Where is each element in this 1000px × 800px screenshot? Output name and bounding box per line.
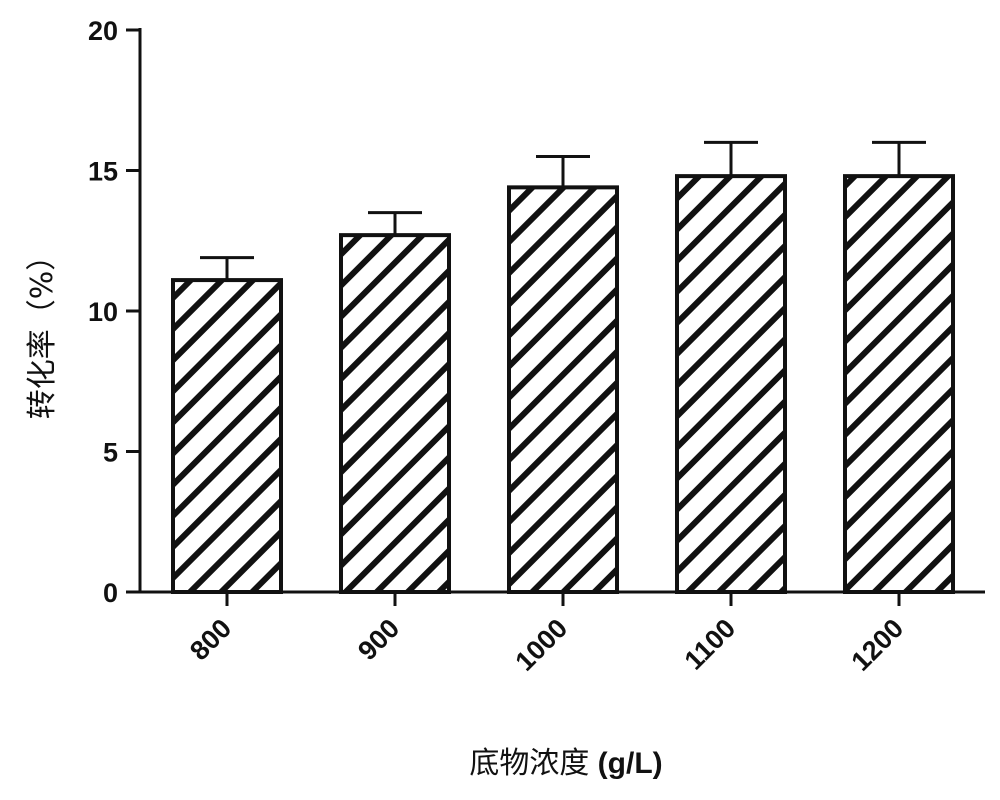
y-axis-label: 转化率（%） (25, 241, 60, 420)
error-bar-1000 (536, 156, 590, 187)
y-tick-label: 0 (103, 578, 118, 608)
bar-900 (341, 235, 449, 592)
bar-1100 (677, 176, 785, 592)
x-axis-label-main: 底物浓度 (469, 746, 589, 781)
x-axis-label: 底物浓度 (g/L) (469, 746, 662, 781)
bars (173, 176, 953, 592)
x-axis-ticks: 800 900 1000 1100 1200 (184, 592, 909, 677)
error-bar-800 (200, 258, 254, 280)
x-tick-label: 1000 (510, 613, 574, 677)
y-tick-label: 10 (88, 297, 118, 327)
error-bar-900 (368, 213, 422, 235)
bar-800 (173, 280, 281, 592)
x-tick-label: 1100 (679, 613, 742, 676)
y-tick-label: 15 (88, 157, 118, 187)
x-tick-label: 1200 (846, 613, 910, 677)
y-tick-label: 5 (103, 438, 118, 468)
y-axis-ticks: 0 5 10 15 20 (88, 16, 140, 608)
y-tick-label: 20 (88, 16, 118, 46)
bar-1000 (509, 187, 617, 592)
x-axis-label-unit: (g/L) (589, 747, 662, 780)
error-bar-1100 (704, 142, 758, 176)
bar-1200 (845, 176, 953, 592)
x-tick-label: 900 (352, 613, 405, 666)
error-bar-1200 (872, 142, 926, 176)
x-tick-label: 800 (184, 613, 237, 666)
